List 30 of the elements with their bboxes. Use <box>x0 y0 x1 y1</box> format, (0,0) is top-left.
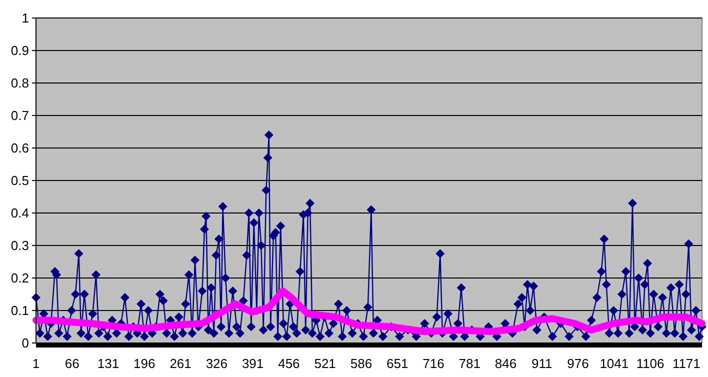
x-tick-label: 66 <box>64 356 80 371</box>
x-tick-label: 521 <box>314 356 336 371</box>
y-tick-label: 0.2 <box>10 270 29 286</box>
x-tick-label: 716 <box>422 356 444 371</box>
x-tick-label: 1106 <box>636 356 664 371</box>
y-tick-label: 0.6 <box>10 140 29 156</box>
y-tick-label: 0.4 <box>10 206 29 221</box>
x-tick-label: 651 <box>386 356 408 371</box>
y-tick-label: 1 <box>22 10 29 26</box>
y-tick-label: 0.8 <box>10 76 29 91</box>
x-tick-label: 976 <box>567 356 589 371</box>
x-tick-label: 196 <box>134 356 156 371</box>
x-tick-label: 911 <box>532 356 552 371</box>
y-tick-label: 0 <box>22 336 29 351</box>
x-tick-label: 131 <box>97 356 120 371</box>
x-tick-label: 1171 <box>672 356 700 371</box>
x-tick-label: 586 <box>350 356 372 371</box>
x-tick-label: 781 <box>458 356 480 371</box>
x-tick-label: 1 <box>32 356 40 371</box>
x-tick-label: 1041 <box>600 356 629 371</box>
x-tick-label: 261 <box>170 356 192 371</box>
y-tick-label: 0.3 <box>10 238 29 254</box>
y-tick-label: 0.1 <box>10 303 29 318</box>
y-tick-label: 0.9 <box>10 43 29 58</box>
y-tick-label: 0.7 <box>10 108 29 124</box>
x-tick-label: 456 <box>278 356 300 371</box>
x-tick-label: 391 <box>242 356 264 371</box>
y-tick-label: 0.5 <box>10 173 29 188</box>
x-tick-label: 326 <box>206 356 228 371</box>
x-tick-label: 846 <box>494 356 517 371</box>
